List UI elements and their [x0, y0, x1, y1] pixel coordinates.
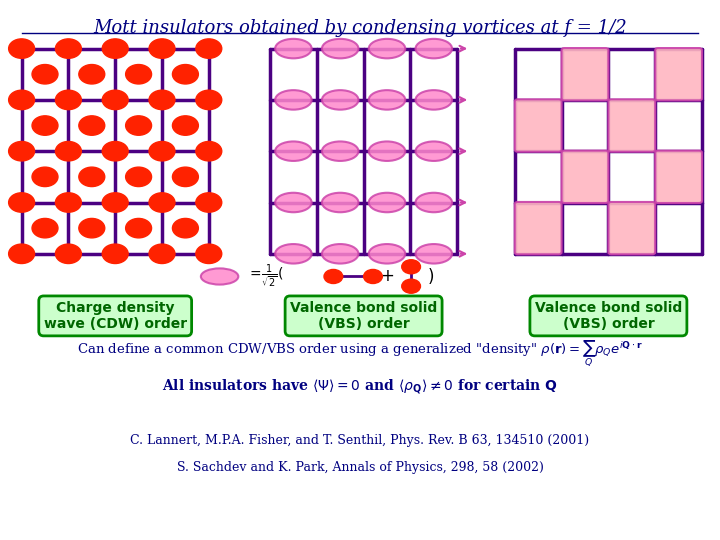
FancyBboxPatch shape	[515, 99, 562, 152]
Circle shape	[9, 141, 35, 161]
Circle shape	[79, 167, 105, 187]
Text: C. Lannert, M.P.A. Fisher, and T. Senthil, Phys. Rev. B 63, 134510 (2001): C. Lannert, M.P.A. Fisher, and T. Senthi…	[130, 434, 590, 447]
Ellipse shape	[275, 141, 312, 161]
Text: $=\!\frac{1}{\sqrt{2}}($: $=\!\frac{1}{\sqrt{2}}($	[247, 262, 284, 291]
FancyBboxPatch shape	[562, 48, 608, 100]
Ellipse shape	[275, 193, 312, 212]
Ellipse shape	[275, 39, 312, 58]
FancyBboxPatch shape	[655, 48, 702, 100]
Circle shape	[79, 218, 105, 238]
Text: Valence bond solid
(VBS) order: Valence bond solid (VBS) order	[290, 301, 437, 331]
Circle shape	[149, 193, 175, 212]
FancyBboxPatch shape	[655, 151, 702, 203]
Text: All insulators have $\langle\Psi\rangle=0$ and $\langle\rho_{\mathbf{Q}}\rangle\: All insulators have $\langle\Psi\rangle=…	[162, 376, 558, 396]
Ellipse shape	[322, 90, 359, 110]
Circle shape	[55, 193, 81, 212]
Circle shape	[55, 39, 81, 58]
Ellipse shape	[415, 193, 452, 212]
Circle shape	[324, 269, 343, 284]
Circle shape	[32, 116, 58, 135]
Circle shape	[32, 64, 58, 84]
Ellipse shape	[322, 39, 359, 58]
Circle shape	[364, 269, 382, 284]
Circle shape	[173, 64, 199, 84]
Circle shape	[149, 39, 175, 58]
Text: $)$: $)$	[427, 266, 434, 287]
Circle shape	[196, 90, 222, 110]
FancyBboxPatch shape	[562, 151, 608, 203]
Circle shape	[173, 116, 199, 135]
Circle shape	[102, 90, 128, 110]
Circle shape	[125, 64, 152, 84]
Circle shape	[55, 90, 81, 110]
Text: $+$: $+$	[380, 267, 395, 286]
Ellipse shape	[201, 268, 238, 285]
Circle shape	[9, 244, 35, 264]
Circle shape	[102, 141, 128, 161]
Ellipse shape	[322, 141, 359, 161]
Ellipse shape	[415, 39, 452, 58]
Circle shape	[32, 218, 58, 238]
Circle shape	[196, 193, 222, 212]
Circle shape	[173, 167, 199, 187]
Circle shape	[102, 193, 128, 212]
Ellipse shape	[275, 244, 312, 264]
Ellipse shape	[369, 141, 405, 161]
Circle shape	[102, 39, 128, 58]
Circle shape	[149, 90, 175, 110]
Circle shape	[196, 39, 222, 58]
Circle shape	[125, 167, 152, 187]
Ellipse shape	[275, 90, 312, 110]
Ellipse shape	[322, 193, 359, 212]
Ellipse shape	[369, 39, 405, 58]
Ellipse shape	[369, 193, 405, 212]
Circle shape	[55, 244, 81, 264]
Text: S. Sachdev and K. Park, Annals of Physics, 298, 58 (2002): S. Sachdev and K. Park, Annals of Physic…	[176, 461, 544, 474]
Ellipse shape	[322, 244, 359, 264]
FancyBboxPatch shape	[608, 99, 655, 152]
Circle shape	[32, 167, 58, 187]
Circle shape	[102, 244, 128, 264]
Circle shape	[173, 218, 199, 238]
Circle shape	[79, 116, 105, 135]
Circle shape	[55, 141, 81, 161]
Ellipse shape	[369, 90, 405, 110]
Circle shape	[196, 244, 222, 264]
Text: Charge density
wave (CDW) order: Charge density wave (CDW) order	[44, 301, 186, 331]
Circle shape	[125, 218, 152, 238]
Text: Mott insulators obtained by condensing vortices at f = 1/2: Mott insulators obtained by condensing v…	[93, 19, 627, 37]
Circle shape	[149, 244, 175, 264]
Ellipse shape	[415, 244, 452, 264]
Text: Can define a common CDW/VBS order using a generalized "density" $\rho(\mathbf{r}: Can define a common CDW/VBS order using …	[77, 339, 643, 369]
Circle shape	[149, 141, 175, 161]
Circle shape	[9, 193, 35, 212]
Ellipse shape	[415, 141, 452, 161]
Circle shape	[9, 39, 35, 58]
FancyBboxPatch shape	[608, 202, 655, 254]
Circle shape	[402, 260, 420, 274]
Ellipse shape	[415, 90, 452, 110]
Circle shape	[79, 64, 105, 84]
Circle shape	[9, 90, 35, 110]
Text: Valence bond solid
(VBS) order: Valence bond solid (VBS) order	[535, 301, 682, 331]
Circle shape	[125, 116, 152, 135]
Ellipse shape	[369, 244, 405, 264]
FancyBboxPatch shape	[515, 202, 562, 254]
Circle shape	[402, 279, 420, 293]
Circle shape	[196, 141, 222, 161]
